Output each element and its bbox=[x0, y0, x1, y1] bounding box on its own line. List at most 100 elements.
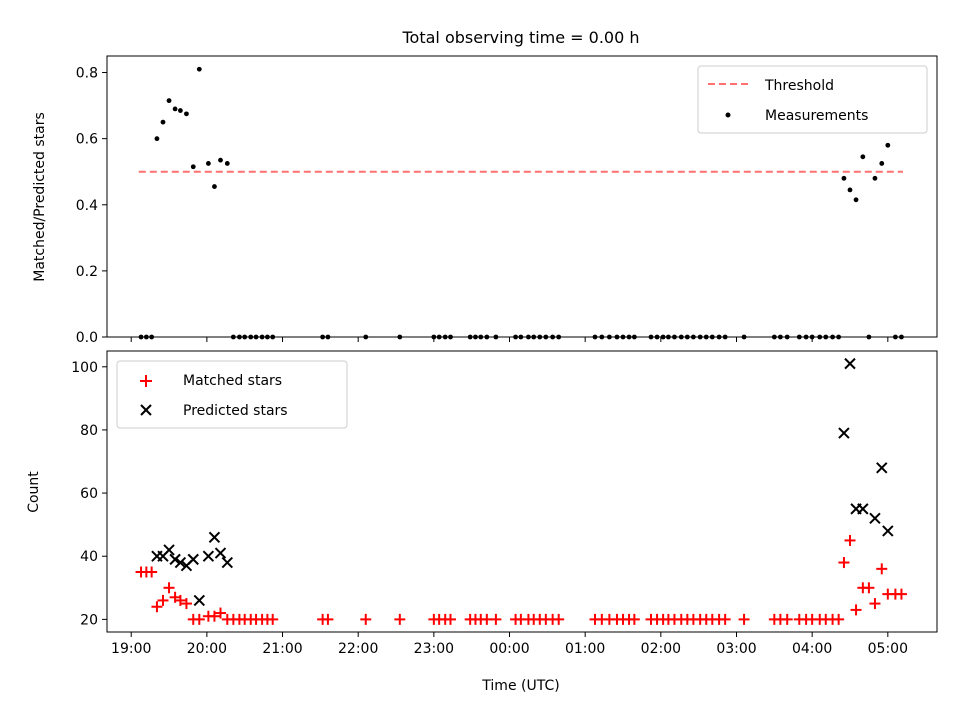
predicted-star-point bbox=[857, 503, 869, 515]
legend-predicted-label: Predicted stars bbox=[183, 403, 288, 419]
matched-star-point bbox=[876, 563, 888, 575]
legend-measurements-swatch bbox=[725, 112, 731, 118]
matched-star-point bbox=[322, 613, 334, 625]
measurement-point bbox=[212, 184, 217, 189]
measurement-point bbox=[160, 119, 166, 125]
top-x-ticks bbox=[130, 337, 889, 342]
measurement-point bbox=[218, 157, 223, 163]
bottom-y-tick-label: 80 bbox=[80, 423, 98, 439]
top-y-tick-label: 0.4 bbox=[76, 198, 98, 214]
matched-star-point bbox=[628, 613, 640, 625]
bottom-y-axis-label: Count bbox=[26, 471, 42, 513]
bottom-x-tick-label: 04:00 bbox=[792, 641, 832, 657]
predicted-star-point bbox=[208, 531, 221, 543]
matched-star-point bbox=[738, 613, 750, 625]
measurement-point bbox=[166, 98, 172, 104]
predicted-star-point bbox=[214, 547, 227, 559]
bottom-x-tick-label: 02:00 bbox=[641, 641, 681, 657]
bottom-marks bbox=[135, 357, 907, 625]
matched-star-point bbox=[174, 594, 186, 606]
predicted-star-point bbox=[187, 553, 199, 566]
bottom-x-tick-label: 00:00 bbox=[489, 641, 529, 657]
measurement-point bbox=[224, 161, 230, 166]
top-y-tick-label: 0.8 bbox=[76, 66, 98, 82]
top-y-ticks: 0.0 0.2 0.4 0.6 0.8 bbox=[76, 66, 107, 346]
legend-matched-label: Matched stars bbox=[183, 373, 282, 389]
matched-star-point bbox=[208, 610, 220, 622]
predicted-star-point bbox=[174, 556, 187, 569]
measurement-point bbox=[177, 108, 183, 113]
matched-star-point bbox=[214, 607, 226, 619]
bottom-y-tick-label: 40 bbox=[80, 549, 98, 565]
measurement-point bbox=[190, 164, 196, 170]
measurement-point bbox=[841, 175, 847, 181]
top-y-axis-label: Matched/Predicted stars bbox=[32, 112, 48, 282]
matched-star-point bbox=[490, 613, 502, 625]
top-legend-box bbox=[697, 65, 928, 134]
top-y-tick-label: 0.0 bbox=[76, 330, 98, 346]
bottom-legend: Matched stars Predicted stars bbox=[116, 360, 348, 429]
matched-star-point bbox=[838, 557, 850, 569]
bottom-legend-box bbox=[116, 360, 348, 429]
bottom-x-tick-label: 20:00 bbox=[187, 641, 227, 657]
measurement-point bbox=[885, 142, 891, 148]
predicted-star-point bbox=[844, 357, 856, 370]
bottom-panel: 20 40 60 80 100 19:00 20:00 21:00 22:00 23:00 00:… bbox=[26, 350, 938, 694]
predicted-star-point bbox=[869, 512, 881, 525]
matched-star-point bbox=[719, 613, 731, 625]
matched-star-point bbox=[394, 613, 406, 625]
figure-title: Total observing time = 0.00 h bbox=[401, 28, 639, 47]
bottom-x-axis-label: Time (UTC) bbox=[481, 678, 559, 694]
measurement-point bbox=[154, 136, 160, 142]
bottom-x-tick-label: 22:00 bbox=[338, 641, 378, 657]
bottom-x-tick-label: 01:00 bbox=[565, 641, 605, 657]
predicted-star-point bbox=[193, 594, 206, 607]
matched-star-point bbox=[895, 588, 907, 600]
matched-star-point bbox=[193, 613, 205, 625]
matched-star-point bbox=[833, 613, 845, 625]
predicted-star-point bbox=[882, 525, 894, 537]
measurement-point bbox=[184, 111, 189, 117]
matched-star-point bbox=[850, 604, 862, 616]
bottom-x-tick-label: 03:00 bbox=[716, 641, 756, 657]
top-legend: Threshold Measurements bbox=[697, 65, 928, 134]
matched-star-point bbox=[445, 613, 457, 625]
bottom-y-tick-label: 100 bbox=[71, 360, 98, 376]
bottom-x-tick-label: 19:00 bbox=[111, 641, 151, 657]
bottom-y-tick-label: 20 bbox=[80, 612, 98, 628]
bottom-axes-frame bbox=[106, 350, 938, 633]
measurement-point bbox=[205, 161, 211, 166]
top-marks bbox=[138, 66, 904, 340]
measurement-point bbox=[860, 154, 866, 160]
legend-matched-swatch bbox=[140, 375, 152, 387]
matched-star-point bbox=[863, 582, 875, 594]
measurement-point bbox=[172, 106, 178, 112]
top-panel: 0.00.20.40.60.8 Matched/Predicted stars … bbox=[32, 55, 938, 346]
top-axes-frame bbox=[106, 55, 938, 338]
measurement-point bbox=[847, 187, 853, 193]
top-y-tick-label: 0.6 bbox=[76, 132, 98, 148]
matched-star-point bbox=[180, 598, 192, 610]
matched-star-point bbox=[151, 601, 163, 613]
matched-star-point bbox=[781, 613, 793, 625]
bottom-y-tick-label: 60 bbox=[80, 486, 98, 502]
legend-measurements-label: Measurements bbox=[765, 108, 868, 124]
bottom-x-tick-label: 21:00 bbox=[262, 641, 302, 657]
bottom-x-ticks: 19:00 20:00 21:00 22:00 23:00 00:00 01:00 02:00… bbox=[111, 632, 908, 657]
predicted-star-point bbox=[163, 544, 175, 556]
matched-star-point bbox=[869, 598, 881, 610]
bottom-y-ticks: 20 40 60 80 100 bbox=[71, 360, 107, 628]
matched-star-point bbox=[157, 594, 169, 606]
measurement-point bbox=[853, 197, 859, 203]
predicted-star-point bbox=[838, 427, 850, 439]
predicted-star-point bbox=[221, 556, 234, 569]
predicted-star-point bbox=[202, 550, 215, 562]
measurement-point bbox=[872, 175, 878, 181]
matched-star-point bbox=[360, 613, 372, 625]
matched-star-point bbox=[844, 534, 856, 546]
matched-star-point bbox=[146, 566, 158, 578]
predicted-star-point bbox=[169, 553, 181, 566]
bottom-x-tick-label: 05:00 bbox=[868, 641, 908, 657]
legend-predicted-swatch bbox=[140, 404, 152, 416]
bottom-x-tick-label: 23:00 bbox=[414, 641, 454, 657]
